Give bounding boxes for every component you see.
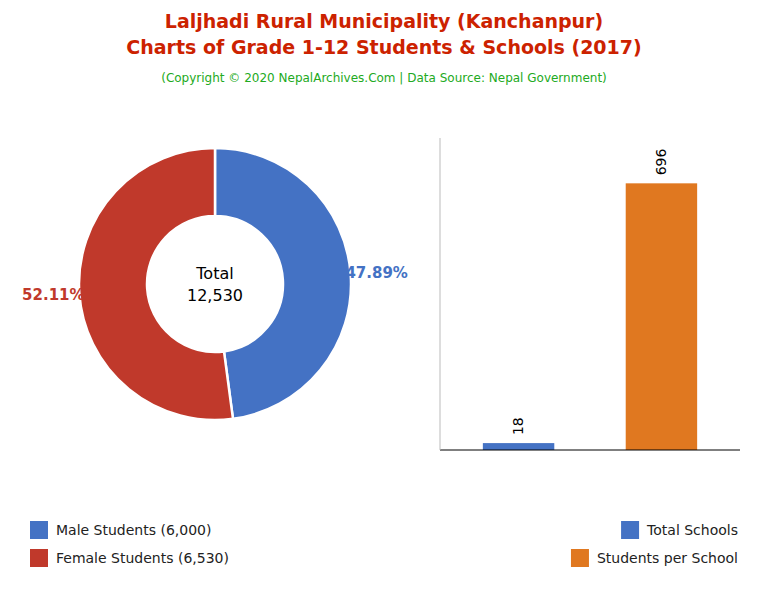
bar-chart	[440, 138, 740, 450]
legend: Male Students (6,000) Female Students (6,…	[30, 521, 229, 567]
chart-container: Laljhadi Rural Municipality (Kanchanpur)…	[0, 0, 768, 597]
legend-swatch	[621, 521, 639, 539]
donut-center-text: 12,530	[187, 286, 243, 305]
legend-label: Total Schools	[646, 522, 738, 538]
donut-center-text: Total	[195, 264, 233, 283]
legend-swatch	[30, 549, 48, 567]
bars	[483, 183, 697, 450]
donut	[79, 148, 351, 420]
legend-label: Students per School	[597, 550, 738, 566]
data-label: 47.89%	[345, 264, 407, 282]
x-axis-line	[440, 450, 740, 451]
data-label: 18	[510, 417, 526, 435]
legend-swatch	[571, 549, 589, 567]
chart-svg: Laljhadi Rural Municipality (Kanchanpur)…	[0, 0, 768, 597]
title: Laljhadi Rural Municipality (Kanchanpur)	[165, 10, 603, 32]
legend-label: Male Students (6,000)	[56, 522, 211, 538]
donut-slice	[215, 148, 351, 419]
subtitle: (Copyright © 2020 NepalArchives.Com | Da…	[161, 71, 607, 85]
title: Charts of Grade 1-12 Students & Schools …	[126, 36, 641, 58]
donut-slice	[79, 148, 233, 420]
legend-label: Female Students (6,530)	[56, 550, 229, 566]
y-axis-line	[440, 138, 441, 450]
legend-swatch	[30, 521, 48, 539]
data-label: 696	[653, 149, 669, 176]
bar	[483, 443, 554, 450]
data-label: 52.11%	[22, 286, 84, 304]
legend: Total Schools Students per School	[571, 521, 738, 567]
bar	[626, 183, 697, 450]
